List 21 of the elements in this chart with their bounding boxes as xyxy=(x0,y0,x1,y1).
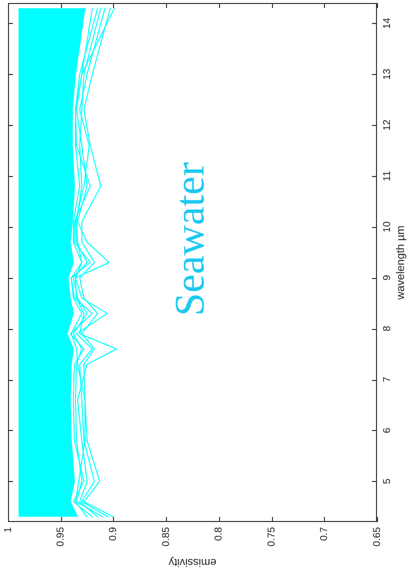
x-tick-label: 0.95 xyxy=(55,526,66,546)
y-tick-label: 9 xyxy=(382,274,393,281)
x-tick-label: 0.65 xyxy=(372,526,383,546)
y-tick-label: 11 xyxy=(382,170,393,182)
y-tick-label: 13 xyxy=(382,68,393,80)
x-tick-label: 0.9 xyxy=(108,526,120,541)
y-tick-label: 7 xyxy=(382,376,393,382)
y-axis-title: wavelength µm xyxy=(395,225,408,301)
y-tick-label: 10 xyxy=(382,220,393,232)
x-tick-label: 0.8 xyxy=(214,526,225,541)
y-tick-label: 5 xyxy=(382,478,393,484)
y-tick-label: 6 xyxy=(382,427,393,434)
x-tick-label: 0.75 xyxy=(266,526,278,546)
x-tick-label: 0.85 xyxy=(160,526,172,546)
annotation: Seawater xyxy=(168,162,214,316)
y-tick-label: 14 xyxy=(382,17,393,29)
x-tick-label: 1 xyxy=(2,526,14,533)
y-tick-label: 12 xyxy=(382,119,393,131)
x-tick-label: 0.7 xyxy=(319,526,330,541)
y-tick-label: 8 xyxy=(382,325,393,332)
x-axis-title: emissivity xyxy=(168,556,216,568)
